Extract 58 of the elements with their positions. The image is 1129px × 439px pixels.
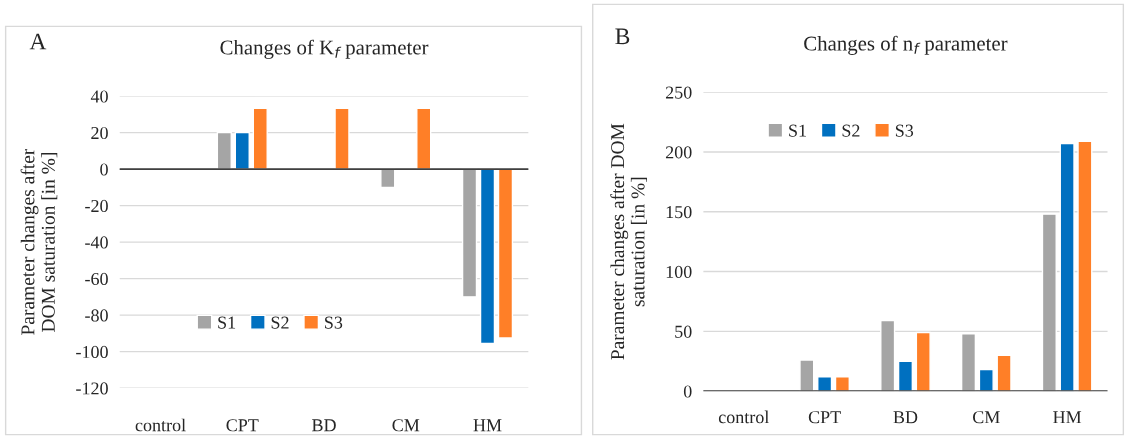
y-axis-title: Parameter changes after DOM saturation [in %]	[610, 123, 647, 360]
y-tick-label: 20	[91, 126, 108, 140]
y-tick-label: 50	[675, 325, 692, 338]
bar	[1077, 140, 1093, 392]
bar	[380, 168, 396, 189]
x-tick-label: control	[718, 410, 769, 424]
legend-label: S1	[789, 124, 806, 137]
bar	[252, 107, 268, 170]
y-tick-label: 250	[665, 86, 692, 99]
bar	[817, 376, 833, 392]
legend-label: S3	[895, 124, 914, 137]
x-tick-label: HM	[1053, 411, 1082, 424]
y-tick-label: 100	[666, 265, 692, 279]
x-tick-label: HM	[473, 419, 502, 432]
bar	[978, 368, 994, 392]
text: A	[29, 33, 47, 50]
bar	[880, 319, 896, 392]
y-axis-title: Parameter changes after DOM saturation [in %]	[20, 148, 58, 335]
y-tick-label: -40	[85, 236, 108, 249]
bar	[1041, 213, 1057, 392]
text: B	[615, 28, 630, 45]
bar	[234, 131, 250, 170]
bar	[915, 331, 931, 392]
x-tick-label: BD	[893, 411, 918, 424]
bar	[996, 354, 1012, 392]
bar	[960, 333, 977, 392]
x-tick-label: BD	[312, 419, 336, 432]
chart-title: Changes of K$_{f}$ parameter	[220, 39, 429, 59]
y-tick-label: 0	[683, 385, 692, 398]
bar	[834, 376, 850, 392]
legend-label: S1	[218, 316, 236, 329]
bar	[216, 131, 232, 170]
y-tick-label: -80	[85, 309, 108, 322]
legend-label: S2	[842, 124, 860, 137]
y-tick-label: 150	[666, 206, 692, 219]
x-tick-label: CM	[392, 419, 420, 432]
x-tick-label: CPT	[226, 419, 259, 432]
y-tick-label: -20	[85, 199, 108, 213]
bar	[799, 359, 815, 392]
legend-label: S2	[271, 316, 289, 329]
bar	[334, 107, 350, 170]
bar	[1059, 142, 1075, 392]
y-tick-label: -120	[76, 382, 108, 395]
legend-label: S3	[325, 316, 343, 329]
bar	[416, 107, 432, 170]
bar	[479, 168, 496, 345]
x-tick-label: CM	[972, 411, 1000, 424]
bar	[461, 168, 478, 298]
bar	[897, 360, 914, 392]
x-tick-label: control	[135, 418, 186, 432]
y-tick-label: -100	[76, 345, 108, 359]
bar	[497, 168, 514, 339]
y-tick-label: 200	[665, 146, 692, 159]
chart-title: Changes of n$_{f}$ parameter	[804, 35, 1008, 55]
y-tick-label: 40	[90, 90, 108, 103]
y-tick-label: 0	[100, 163, 108, 176]
y-tick-label: -60	[85, 272, 108, 286]
x-tick-label: CPT	[808, 411, 841, 424]
